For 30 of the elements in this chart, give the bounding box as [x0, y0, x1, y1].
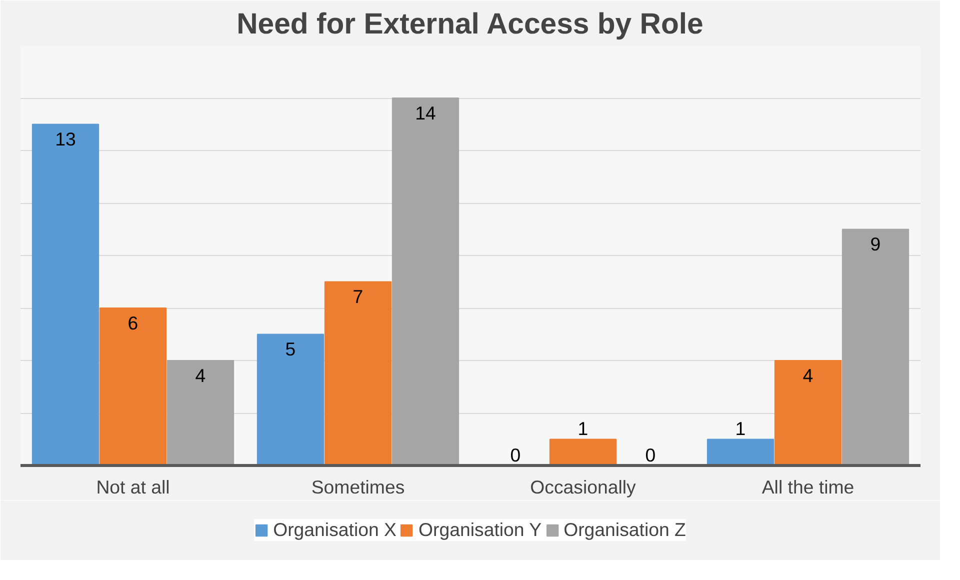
data-label: 1 — [735, 418, 746, 440]
bar — [166, 360, 234, 466]
bar — [324, 281, 392, 466]
legend-label: Organisation Y — [418, 519, 542, 541]
data-label: 14 — [415, 102, 436, 124]
bar — [842, 228, 910, 466]
data-label: 0 — [645, 444, 656, 466]
data-label: 6 — [128, 312, 138, 334]
bar — [774, 360, 842, 466]
chart-title: Need for External Access by Role — [236, 8, 704, 40]
data-label: 4 — [802, 364, 814, 386]
data-label: 0 — [510, 444, 521, 466]
bar — [99, 308, 167, 466]
x-tick-label: All the time — [762, 476, 854, 498]
legend-label: Organisation X — [273, 519, 396, 541]
data-label: 4 — [195, 364, 206, 386]
data-label: 5 — [285, 338, 296, 360]
bar — [32, 124, 100, 466]
legend-label: Organisation Z — [564, 519, 686, 541]
x-tick-label: Sometimes — [311, 476, 405, 498]
data-label: 9 — [870, 234, 881, 255]
bar — [392, 98, 460, 466]
x-tick-label: Occasionally — [530, 476, 637, 498]
bar — [549, 438, 617, 466]
data-label: 13 — [55, 128, 76, 150]
data-label: 1 — [578, 418, 588, 440]
bar — [706, 438, 774, 466]
data-label: 7 — [352, 286, 364, 308]
x-tick-label: Not at all — [96, 476, 170, 498]
bar — [256, 334, 324, 466]
